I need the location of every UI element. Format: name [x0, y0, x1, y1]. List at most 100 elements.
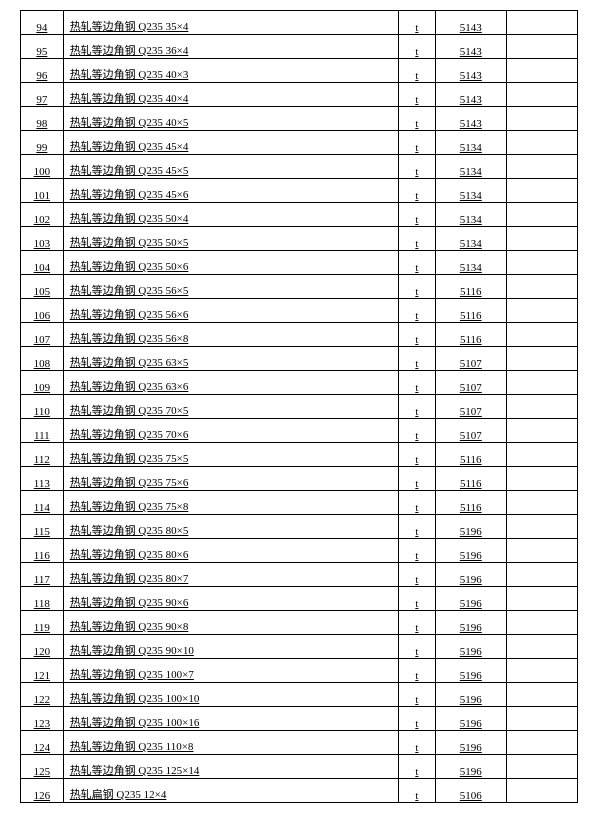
row-index: 106	[21, 299, 64, 323]
row-unit: t	[399, 347, 436, 371]
row-unit: t	[399, 443, 436, 467]
row-empty	[506, 35, 577, 59]
table-row: 123热轧等边角钢 Q235 100×16t5196	[21, 707, 578, 731]
row-unit: t	[399, 419, 436, 443]
row-price: 5107	[435, 395, 506, 419]
row-unit: t	[399, 83, 436, 107]
row-description: 热轧等边角钢 Q235 56×8	[63, 323, 398, 347]
row-empty	[506, 227, 577, 251]
row-description: 热轧等边角钢 Q235 45×4	[63, 131, 398, 155]
table-row: 125热轧等边角钢 Q235 125×14t5196	[21, 755, 578, 779]
row-empty	[506, 659, 577, 683]
row-price: 5134	[435, 131, 506, 155]
row-description: 热轧等边角钢 Q235 56×6	[63, 299, 398, 323]
row-description: 热轧等边角钢 Q235 36×4	[63, 35, 398, 59]
table-row: 110热轧等边角钢 Q235 70×5t5107	[21, 395, 578, 419]
table-row: 107热轧等边角钢 Q235 56×8t5116	[21, 323, 578, 347]
row-index: 122	[21, 683, 64, 707]
row-empty	[506, 203, 577, 227]
row-index: 115	[21, 515, 64, 539]
row-index: 97	[21, 83, 64, 107]
row-description: 热轧等边角钢 Q235 50×4	[63, 203, 398, 227]
row-index: 113	[21, 467, 64, 491]
row-index: 119	[21, 611, 64, 635]
row-unit: t	[399, 107, 436, 131]
table-row: 124热轧等边角钢 Q235 110×8t5196	[21, 731, 578, 755]
table-row: 114热轧等边角钢 Q235 75×8t5116	[21, 491, 578, 515]
row-unit: t	[399, 323, 436, 347]
row-price: 5134	[435, 155, 506, 179]
row-price: 5116	[435, 323, 506, 347]
row-empty	[506, 11, 577, 35]
row-price: 5143	[435, 11, 506, 35]
row-price: 5196	[435, 563, 506, 587]
row-empty	[506, 251, 577, 275]
row-price: 5107	[435, 371, 506, 395]
row-description: 热轧等边角钢 Q235 100×7	[63, 659, 398, 683]
row-price: 5196	[435, 515, 506, 539]
row-price: 5116	[435, 299, 506, 323]
table-row: 102热轧等边角钢 Q235 50×4t5134	[21, 203, 578, 227]
row-description: 热轧等边角钢 Q235 45×5	[63, 155, 398, 179]
row-index: 109	[21, 371, 64, 395]
row-index: 101	[21, 179, 64, 203]
row-price: 5196	[435, 659, 506, 683]
row-unit: t	[399, 203, 436, 227]
row-empty	[506, 491, 577, 515]
table-row: 99热轧等边角钢 Q235 45×4t5134	[21, 131, 578, 155]
row-empty	[506, 323, 577, 347]
row-unit: t	[399, 299, 436, 323]
row-price: 5196	[435, 635, 506, 659]
row-price: 5134	[435, 203, 506, 227]
row-description: 热轧等边角钢 Q235 125×14	[63, 755, 398, 779]
row-description: 热轧等边角钢 Q235 40×4	[63, 83, 398, 107]
row-price: 5107	[435, 347, 506, 371]
row-unit: t	[399, 491, 436, 515]
row-index: 123	[21, 707, 64, 731]
row-empty	[506, 779, 577, 803]
table-row: 101热轧等边角钢 Q235 45×6t5134	[21, 179, 578, 203]
row-price: 5106	[435, 779, 506, 803]
row-empty	[506, 299, 577, 323]
row-description: 热轧等边角钢 Q235 110×8	[63, 731, 398, 755]
row-empty	[506, 419, 577, 443]
row-index: 104	[21, 251, 64, 275]
row-index: 96	[21, 59, 64, 83]
row-price: 5134	[435, 251, 506, 275]
table-row: 111热轧等边角钢 Q235 70×6t5107	[21, 419, 578, 443]
row-description: 热轧等边角钢 Q235 90×8	[63, 611, 398, 635]
row-price: 5196	[435, 611, 506, 635]
table-row: 106热轧等边角钢 Q235 56×6t5116	[21, 299, 578, 323]
row-unit: t	[399, 731, 436, 755]
row-index: 114	[21, 491, 64, 515]
row-description: 热轧扁钢 Q235 12×4	[63, 779, 398, 803]
table-row: 104热轧等边角钢 Q235 50×6t5134	[21, 251, 578, 275]
row-description: 热轧等边角钢 Q235 75×5	[63, 443, 398, 467]
row-unit: t	[399, 659, 436, 683]
row-empty	[506, 347, 577, 371]
table-row: 117热轧等边角钢 Q235 80×7t5196	[21, 563, 578, 587]
row-unit: t	[399, 275, 436, 299]
row-description: 热轧等边角钢 Q235 75×8	[63, 491, 398, 515]
row-price: 5116	[435, 467, 506, 491]
row-unit: t	[399, 779, 436, 803]
table-row: 100热轧等边角钢 Q235 45×5t5134	[21, 155, 578, 179]
table-row: 95热轧等边角钢 Q235 36×4t5143	[21, 35, 578, 59]
row-unit: t	[399, 251, 436, 275]
row-price: 5143	[435, 83, 506, 107]
row-empty	[506, 611, 577, 635]
row-empty	[506, 179, 577, 203]
table-row: 94热轧等边角钢 Q235 35×4t5143	[21, 11, 578, 35]
row-empty	[506, 59, 577, 83]
row-empty	[506, 443, 577, 467]
table-row: 108热轧等边角钢 Q235 63×5t5107	[21, 347, 578, 371]
row-description: 热轧等边角钢 Q235 40×5	[63, 107, 398, 131]
row-empty	[506, 683, 577, 707]
steel-price-table: 94热轧等边角钢 Q235 35×4t514395热轧等边角钢 Q235 36×…	[20, 10, 578, 803]
table-row: 96热轧等边角钢 Q235 40×3t5143	[21, 59, 578, 83]
row-empty	[506, 131, 577, 155]
row-price: 5116	[435, 443, 506, 467]
row-price: 5107	[435, 419, 506, 443]
row-description: 热轧等边角钢 Q235 70×6	[63, 419, 398, 443]
row-description: 热轧等边角钢 Q235 56×5	[63, 275, 398, 299]
